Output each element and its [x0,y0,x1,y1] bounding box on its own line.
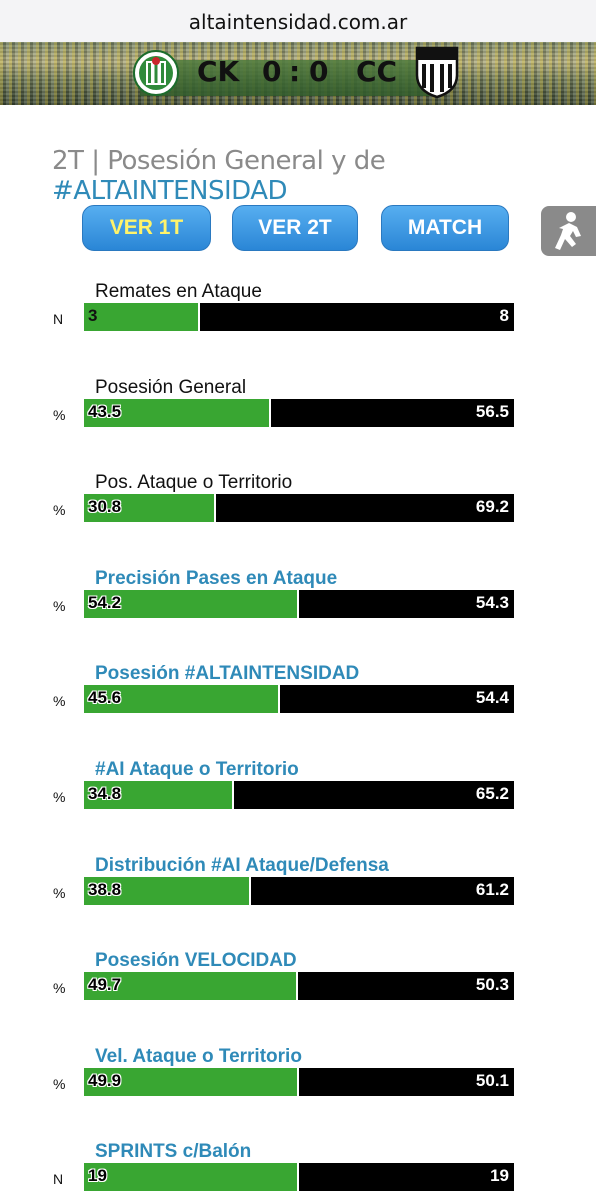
ver-2t-button[interactable]: VER 2T [232,205,358,251]
stat-row: Precisión Pases en Ataque% 54.2 54.3 [0,568,596,622]
home-share-fill [84,494,217,522]
stat-label[interactable]: Precisión Pases en Ataque [95,568,338,589]
stat-unit: % [53,693,66,709]
away-team-abbr: CC [356,55,398,88]
match-banner [0,42,596,105]
page-title-hashtag: #ALTAINTENSIDAD [52,176,288,206]
stat-row: Posesión #ALTAINTENSIDAD% 45.6 54.4 [0,663,596,717]
away-value: 19 [490,1166,509,1185]
stat-comparison-bar: 43.5 56.5 [84,399,514,427]
away-value: 8 [499,306,509,325]
away-value: 65.2 [475,784,509,803]
stat-label[interactable]: Distribución #AI Ataque/Defensa [95,855,389,876]
stat-label[interactable]: Posesión VELOCIDAD [95,950,297,971]
stat-comparison-bar: 49.7 50.3 [84,972,514,1000]
stat-comparison-bar: 38.8 61.2 [84,877,514,905]
stat-row: SPRINTS c/Balón N 19 19 [0,1141,596,1195]
away-value: 61.2 [475,880,509,899]
home-share-fill [84,972,298,1000]
stat-label: Pos. Ataque o Territorio [95,472,293,493]
page-title: 2T | Posesión General y de #ALTAINTENSID… [52,146,596,206]
stat-unit: N [53,311,64,327]
stat-label: Remates en Ataque [95,281,262,302]
stat-comparison-bar: 49.9 50.1 [84,1068,514,1096]
stat-unit: % [53,980,66,996]
stat-comparison-bar: 30.8 69.2 [84,494,514,522]
match-button[interactable]: MATCH [381,205,509,251]
home-share-fill [84,685,281,713]
stat-label[interactable]: SPRINTS c/Balón [95,1141,252,1162]
home-share-fill [84,1163,299,1191]
home-value: 38.8 [88,880,122,899]
home-value: 30.8 [88,497,122,516]
away-score: 0 [309,55,329,88]
home-share-fill [84,399,272,427]
stat-row: Remates en Ataque N 3 8 [0,281,596,335]
home-value: 49.7 [88,975,122,994]
stat-label[interactable]: Posesión #ALTAINTENSIDAD [95,663,360,684]
stat-unit: % [53,598,66,614]
away-value: 56.5 [475,402,509,421]
stat-label: Posesión General [95,377,247,398]
ver-1t-button[interactable]: VER 1T [82,205,211,251]
stat-unit: % [53,885,66,901]
home-share-fill [84,1068,299,1096]
home-value: 19 [88,1166,107,1185]
stat-comparison-bar: 34.8 65.2 [84,781,514,809]
stat-row: Vel. Ataque o Territorio% 49.9 50.1 [0,1046,596,1100]
home-value: 3 [88,306,98,325]
stat-label[interactable]: Vel. Ataque o Territorio [95,1046,302,1067]
home-value: 34.8 [88,784,122,803]
home-score: 0 [262,55,282,88]
stat-unit: N [53,1171,64,1187]
home-share-fill [84,877,251,905]
away-value: 69.2 [475,497,509,516]
home-value: 49.9 [88,1071,122,1090]
stat-row: Posesión General% 43.5 56.5 [0,377,596,431]
stat-comparison-bar: 19 19 [84,1163,514,1191]
away-value: 50.1 [475,1071,509,1090]
url-text: altaintensidad.com.ar [188,10,408,34]
page-title-prefix: 2T | Posesión General y de [52,146,386,176]
away-value: 54.4 [475,688,509,707]
away-team-crest-icon [415,46,459,99]
away-value: 54.3 [475,593,509,612]
stat-label[interactable]: #AI Ataque o Territorio [95,759,299,780]
stat-comparison-bar: 54.2 54.3 [84,590,514,618]
home-share-fill [84,590,299,618]
stat-row: Distribución #AI Ataque/Defensa% 38.8 61.2 [0,855,596,909]
stat-row: Posesión VELOCIDAD% 49.7 50.3 [0,950,596,1004]
pitch-image [140,60,440,96]
stat-row: #AI Ataque o Territorio% 34.8 65.2 [0,759,596,813]
stat-row: Pos. Ataque o Territorio% 30.8 69.2 [0,472,596,526]
sprint-runner-icon[interactable] [541,206,596,256]
home-value: 43.5 [88,402,122,421]
home-value: 54.2 [88,593,122,612]
away-value: 50.3 [475,975,509,994]
stat-unit: % [53,407,66,423]
stat-comparison-bar: 45.6 54.4 [84,685,514,713]
stat-unit: % [53,789,66,805]
home-team-abbr: CK [197,55,240,88]
stat-unit: % [53,1076,66,1092]
home-team-crest-icon [133,50,179,96]
browser-url-bar[interactable]: altaintensidad.com.ar [0,0,596,42]
score-separator: : [289,55,301,88]
home-share-fill [84,303,201,331]
stat-unit: % [53,502,66,518]
home-share-fill [84,781,234,809]
home-value: 45.6 [88,688,122,707]
